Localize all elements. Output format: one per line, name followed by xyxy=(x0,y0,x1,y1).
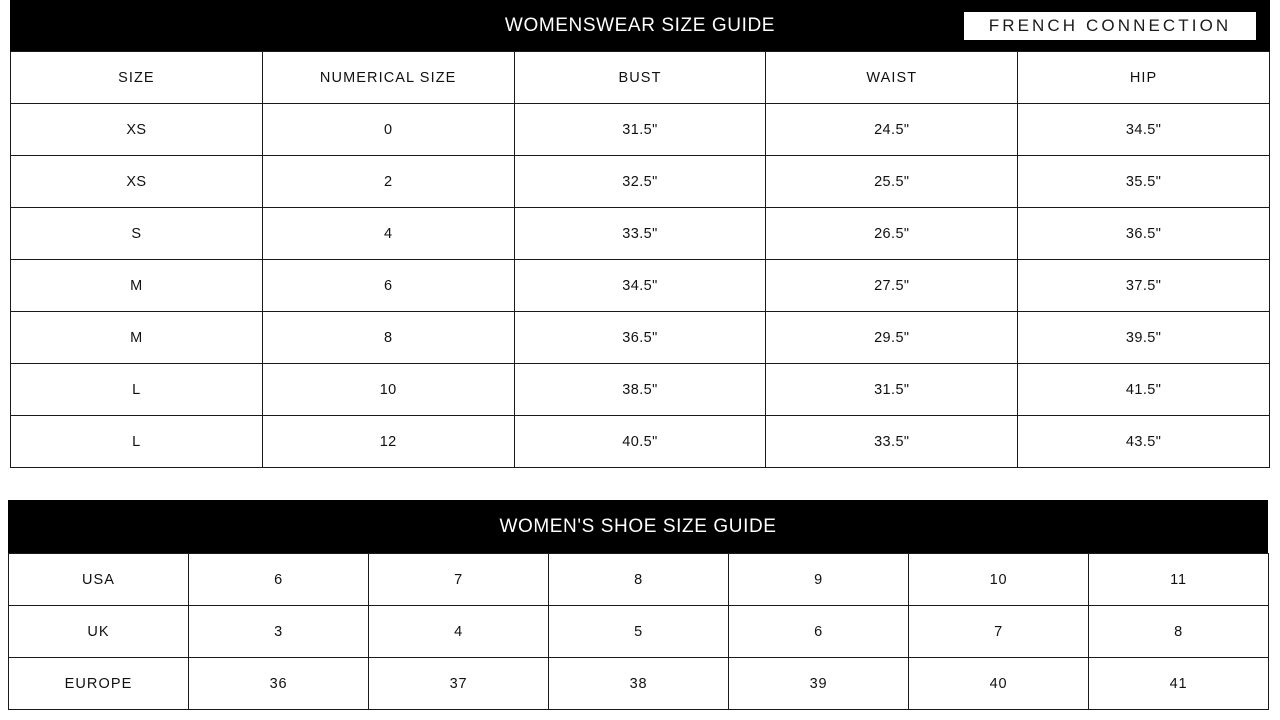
column-header-numerical-size: NUMERICAL SIZE xyxy=(261,51,515,104)
cell-shoe-size: 5 xyxy=(548,605,729,658)
cell-size: S xyxy=(10,207,263,260)
cell-shoe-size: 4 xyxy=(368,605,549,658)
cell-shoe-size: 10 xyxy=(908,553,1089,606)
cell-shoe-size: 8 xyxy=(548,553,729,606)
cell-shoe-size: 37 xyxy=(368,657,549,710)
cell-waist: 26.5" xyxy=(765,207,1019,260)
column-header-hip: HIP xyxy=(1017,51,1270,104)
cell-shoe-size: 7 xyxy=(368,553,549,606)
cell-numerical: 12 xyxy=(261,415,515,468)
cell-shoe-size: 36 xyxy=(188,657,369,710)
cell-shoe-size: 3 xyxy=(188,605,369,658)
row-label-usa: USA xyxy=(8,553,189,606)
table-row: XS 2 32.5" 25.5" 35.5" xyxy=(10,155,1270,208)
cell-size: L xyxy=(10,363,263,416)
table-header-row: SIZE NUMERICAL SIZE BUST WAIST HIP xyxy=(10,51,1270,104)
cell-hip: 34.5" xyxy=(1017,103,1270,156)
cell-size: L xyxy=(10,415,263,468)
cell-bust: 38.5" xyxy=(513,363,767,416)
cell-numerical: 10 xyxy=(261,363,515,416)
row-label-europe: EUROPE xyxy=(8,657,189,710)
cell-shoe-size: 6 xyxy=(728,605,909,658)
womenswear-size-table: SIZE NUMERICAL SIZE BUST WAIST HIP XS 0 … xyxy=(10,51,1270,468)
cell-shoe-size: 6 xyxy=(188,553,369,606)
cell-size: M xyxy=(10,259,263,312)
cell-hip: 43.5" xyxy=(1017,415,1270,468)
cell-bust: 33.5" xyxy=(513,207,767,260)
cell-shoe-size: 39 xyxy=(728,657,909,710)
row-label-uk: UK xyxy=(8,605,189,658)
shoe-banner-title: WOMEN'S SHOE SIZE GUIDE xyxy=(499,515,777,537)
cell-hip: 39.5" xyxy=(1017,311,1270,364)
cell-bust: 32.5" xyxy=(513,155,767,208)
cell-shoe-size: 8 xyxy=(1088,605,1269,658)
cell-hip: 35.5" xyxy=(1017,155,1270,208)
cell-shoe-size: 38 xyxy=(548,657,729,710)
cell-size: XS xyxy=(10,155,263,208)
column-header-size: SIZE xyxy=(10,51,263,104)
cell-size: M xyxy=(10,311,263,364)
cell-shoe-size: 11 xyxy=(1088,553,1269,606)
cell-shoe-size: 41 xyxy=(1088,657,1269,710)
table-row: M 6 34.5" 27.5" 37.5" xyxy=(10,259,1270,312)
table-row: EUROPE 36 37 38 39 40 41 xyxy=(8,657,1269,710)
cell-numerical: 2 xyxy=(261,155,515,208)
cell-numerical: 6 xyxy=(261,259,515,312)
womenswear-size-guide-section: WOMENSWEAR SIZE GUIDE FRENCH CONNECTION … xyxy=(10,0,1270,468)
table-row: XS 0 31.5" 24.5" 34.5" xyxy=(10,103,1270,156)
table-row: S 4 33.5" 26.5" 36.5" xyxy=(10,207,1270,260)
cell-waist: 29.5" xyxy=(765,311,1019,364)
cell-waist: 33.5" xyxy=(765,415,1019,468)
cell-waist: 25.5" xyxy=(765,155,1019,208)
cell-bust: 40.5" xyxy=(513,415,767,468)
shoe-size-table: USA 6 7 8 9 10 11 UK 3 4 5 6 7 8 xyxy=(8,553,1269,710)
cell-numerical: 0 xyxy=(261,103,515,156)
column-header-bust: BUST xyxy=(513,51,767,104)
shoe-banner: WOMEN'S SHOE SIZE GUIDE xyxy=(8,500,1268,553)
cell-size: XS xyxy=(10,103,263,156)
cell-numerical: 8 xyxy=(261,311,515,364)
womenswear-banner-title: WOMENSWEAR SIZE GUIDE xyxy=(504,14,776,36)
cell-bust: 36.5" xyxy=(513,311,767,364)
column-header-waist: WAIST xyxy=(765,51,1019,104)
cell-numerical: 4 xyxy=(261,207,515,260)
table-row: UK 3 4 5 6 7 8 xyxy=(8,605,1269,658)
cell-bust: 34.5" xyxy=(513,259,767,312)
cell-hip: 37.5" xyxy=(1017,259,1270,312)
cell-shoe-size: 40 xyxy=(908,657,1089,710)
shoe-size-guide-section: WOMEN'S SHOE SIZE GUIDE USA 6 7 8 9 xyxy=(8,500,1269,710)
cell-waist: 27.5" xyxy=(765,259,1019,312)
cell-hip: 41.5" xyxy=(1017,363,1270,416)
brand-logo: FRENCH CONNECTION xyxy=(964,11,1256,40)
table-row: L 10 38.5" 31.5" 41.5" xyxy=(10,363,1270,416)
table-row: M 8 36.5" 29.5" 39.5" xyxy=(10,311,1270,364)
cell-bust: 31.5" xyxy=(513,103,767,156)
table-row: L 12 40.5" 33.5" 43.5" xyxy=(10,415,1270,468)
brand-logo-text: FRENCH CONNECTION xyxy=(988,15,1232,35)
cell-shoe-size: 7 xyxy=(908,605,1089,658)
womenswear-banner: WOMENSWEAR SIZE GUIDE FRENCH CONNECTION xyxy=(10,0,1270,51)
cell-hip: 36.5" xyxy=(1017,207,1270,260)
cell-waist: 24.5" xyxy=(765,103,1019,156)
cell-waist: 31.5" xyxy=(765,363,1019,416)
cell-shoe-size: 9 xyxy=(728,553,909,606)
table-row: USA 6 7 8 9 10 11 xyxy=(8,553,1269,606)
